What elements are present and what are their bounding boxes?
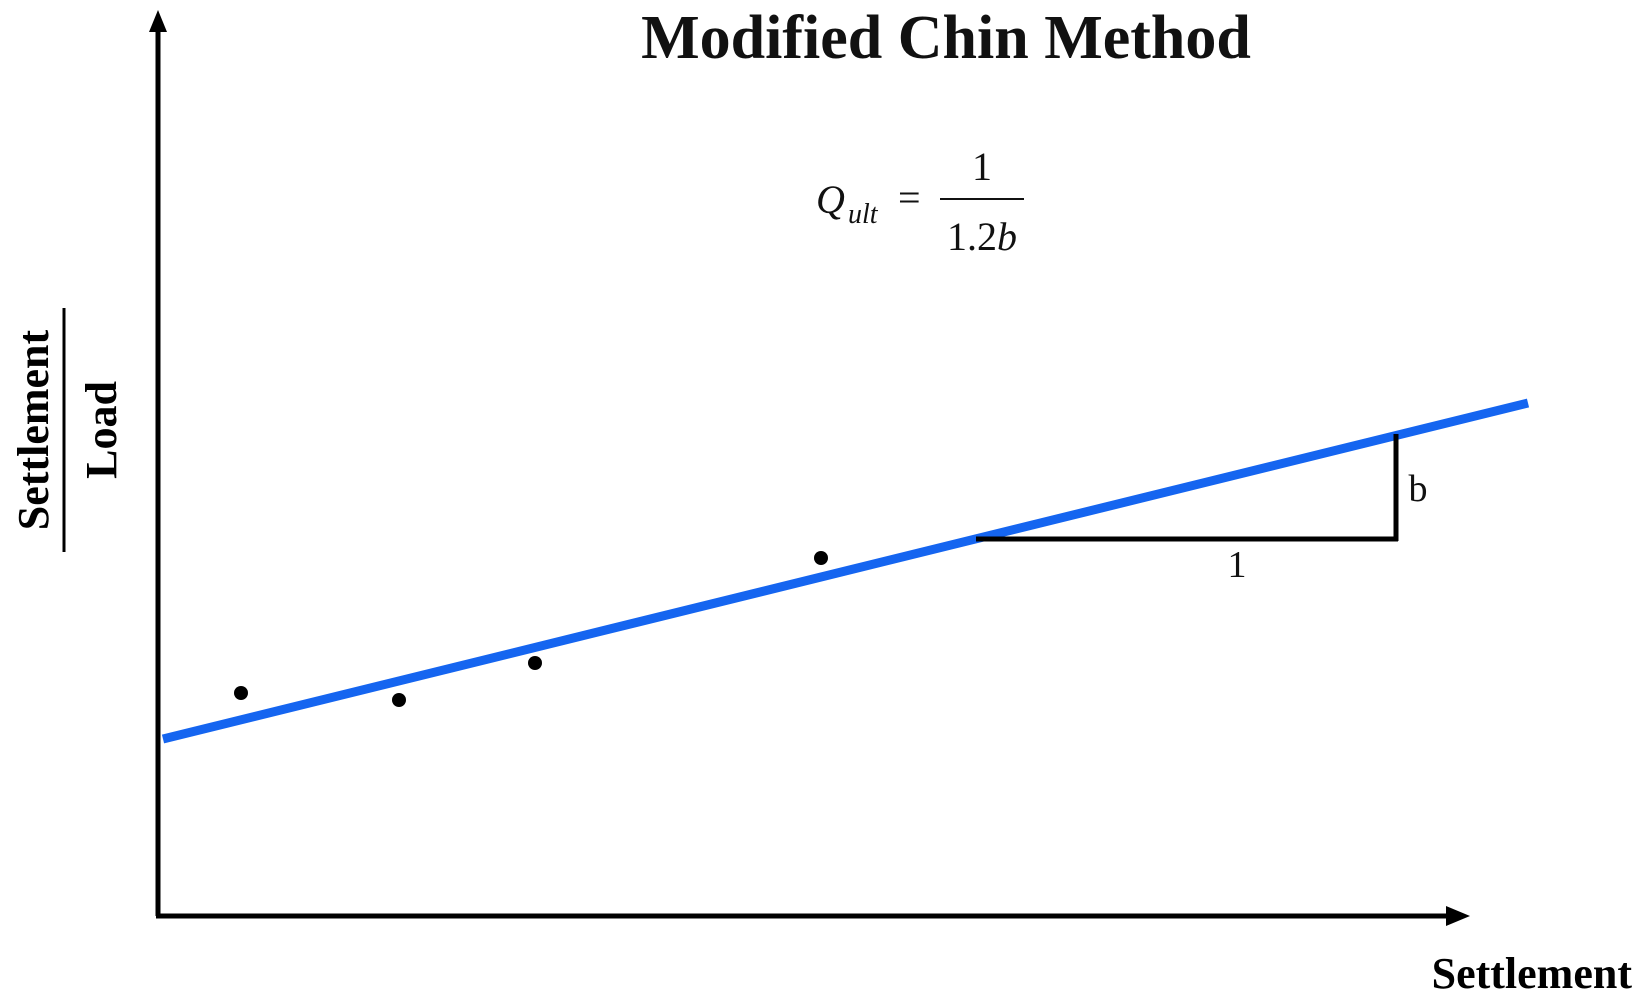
formula-equals: =: [898, 175, 921, 220]
data-point: [392, 693, 406, 707]
formula: Q ult = 1 1.2b: [816, 144, 1024, 259]
y-axis-arrow-icon: [149, 10, 167, 32]
y-axis-label: Settlement Load: [9, 308, 126, 552]
y-axis: [149, 10, 167, 916]
y-axis-label-denominator: Load: [77, 381, 126, 479]
data-point: [814, 551, 828, 565]
formula-denominator: 1.2b: [947, 214, 1017, 259]
best-fit-line: [161, 398, 1530, 744]
formula-denominator-coef: 1.2: [947, 214, 997, 259]
data-point: [234, 686, 248, 700]
data-point: [528, 656, 542, 670]
x-axis-arrow-icon: [1446, 906, 1470, 926]
y-axis-label-numerator: Settlement: [9, 329, 58, 530]
data-points: [234, 551, 828, 707]
slope-rise-label: b: [1409, 468, 1428, 510]
diagram-title: Modified Chin Method: [641, 4, 1251, 72]
slope-run-label: 1: [1228, 544, 1247, 586]
formula-lhs-subscript: ult: [848, 199, 879, 230]
formula-denominator-var: b: [997, 214, 1017, 259]
x-axis-label: Settlement: [1432, 949, 1633, 994]
formula-lhs-symbol: Q: [816, 177, 845, 222]
x-axis: [156, 906, 1470, 926]
formula-numerator: 1: [972, 144, 992, 189]
slope-triangle: 1 b: [976, 434, 1428, 586]
